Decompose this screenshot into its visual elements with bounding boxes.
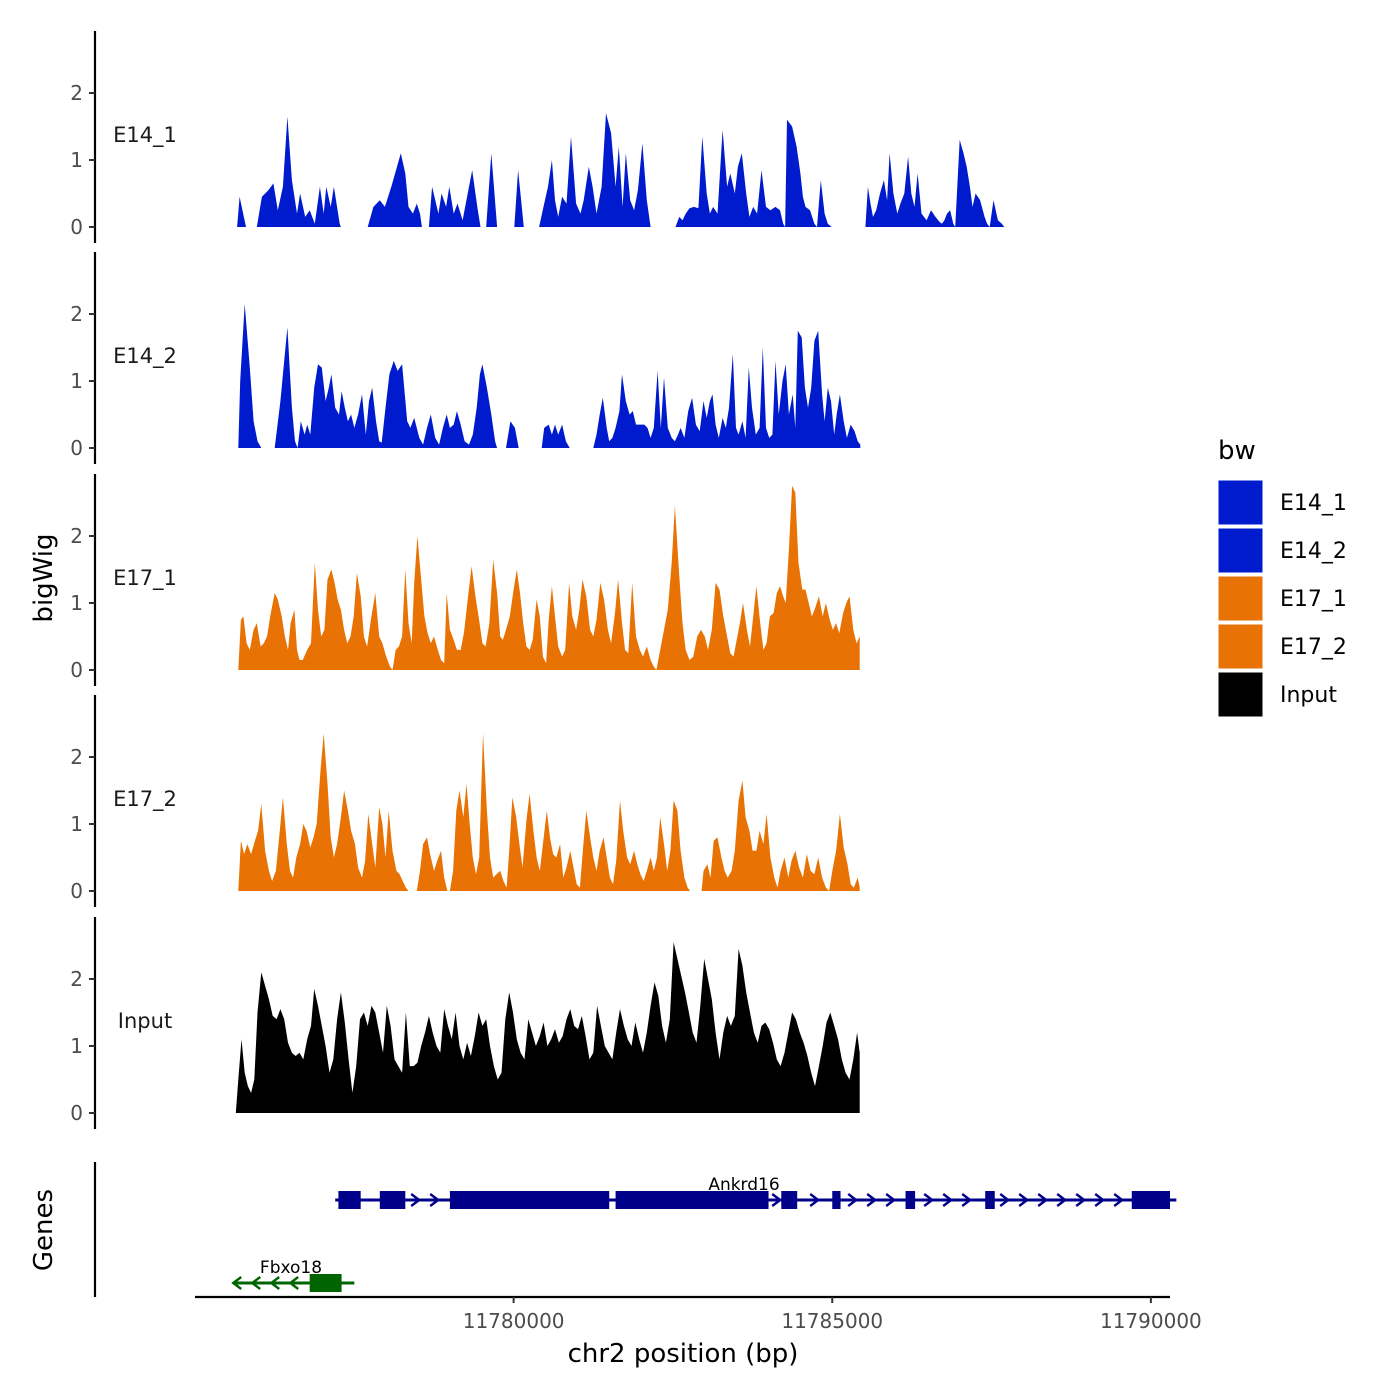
gene-label: Fbxo18 [260,1258,322,1278]
strand-arrow [847,1193,859,1207]
area-Input [235,942,860,1113]
y-tick-label: 2 [70,745,83,769]
x-axis-title: chr2 position (bp) [568,1339,799,1369]
strand-arrow [288,1276,299,1290]
y-tick-label: 2 [70,524,83,548]
legend-swatch [1217,623,1264,670]
strand-arrow [429,1193,441,1207]
track-E17_2: 0 1 2 E17_2 [70,695,860,907]
legend-item-E17_2: E17_2 [1217,623,1347,670]
y-tick-label: 2 [70,302,83,326]
legend-item-Input: Input [1217,671,1337,718]
legend-label: E17_1 [1280,587,1347,612]
exon [449,1191,610,1209]
legend-swatch [1217,479,1264,526]
gene-Ankrd16: Ankrd16 [335,1175,1177,1209]
y-tick-label: 1 [70,148,83,172]
strand-arrow [231,1276,242,1290]
legend-item-E14_1: E14_1 [1217,479,1347,526]
y-tick-label: 1 [70,591,83,615]
strand-arrow [1056,1193,1068,1207]
track-label: E14_1 [113,123,177,148]
genes-panel: Ankrd16 Fbxo18 [93,1162,1177,1297]
legend-item-E14_2: E14_2 [1217,527,1347,574]
y-tick-label: 1 [70,812,83,836]
y-tick-label: 0 [70,215,83,239]
strand-arrow [999,1193,1011,1207]
strand-arrow [771,1193,783,1207]
exon [309,1274,342,1292]
track-label: E17_2 [113,787,177,812]
exon [781,1191,798,1209]
exon [985,1191,995,1209]
y-tick-label: 1 [70,369,83,393]
track-E14_1: 0 1 2 E14_1 [70,31,1005,243]
area-E17_2 [238,733,860,891]
strand-arrow [1018,1193,1030,1207]
strand-arrow [809,1193,821,1207]
y-tick-label: 0 [70,1101,83,1125]
strand-arrow [1037,1193,1049,1207]
legend-label: E17_2 [1280,635,1347,660]
track-label: E14_2 [113,344,177,369]
exon [832,1191,841,1209]
area-E14_2 [238,304,861,448]
y-tick-label: 2 [70,81,83,105]
strand-arrow [250,1276,261,1290]
strand-arrow [269,1276,280,1290]
y-tick-label: 0 [70,436,83,460]
track-panels: 0 1 2 E14_1 0 1 2 E14_2 0 1 2 E17_1 0 1 2 E17_2 0 1 2 Input [70,31,1005,1129]
area-E17_1 [238,485,860,670]
exon [615,1191,769,1209]
strand-arrow [1075,1193,1087,1207]
track-label: Input [118,1009,172,1033]
x-tick-label: 11780000 [463,1309,565,1333]
x-axis: 11780000 11785000 11790000 [195,1295,1202,1333]
y-tick-label: 2 [70,967,83,991]
strand-arrow [1113,1193,1125,1207]
exon [1131,1191,1170,1209]
exon [338,1191,361,1209]
strand-arrow [866,1193,878,1207]
legend-label: E14_1 [1280,491,1347,516]
genes-axis-title: Genes [29,1189,59,1271]
legend-swatch [1217,671,1264,718]
legend-swatch [1217,527,1264,574]
track-E14_2: 0 1 2 E14_2 [70,252,861,464]
strand-arrow [961,1193,973,1207]
x-tick-label: 11790000 [1100,1309,1202,1333]
strand-arrow [885,1193,897,1207]
legend: bw E14_1 E14_2 E17_1 E17_2 Input [1217,436,1347,718]
exon [905,1191,916,1209]
y-tick-label: 0 [70,658,83,682]
x-tick-label: 11785000 [781,1309,883,1333]
legend-swatch [1217,575,1264,622]
strand-arrow [942,1193,954,1207]
strand-arrow [1094,1193,1106,1207]
track-Input: 0 1 2 Input [70,917,860,1129]
track-label: E17_1 [113,566,177,591]
y-tick-label: 0 [70,879,83,903]
legend-label: Input [1280,683,1337,708]
area-E14_1 [237,113,1005,227]
y-axis-title: bigWig [29,533,59,622]
track-E17_1: 0 1 2 E17_1 [70,474,860,686]
gene-Fbxo18: Fbxo18 [231,1258,355,1292]
strand-arrow [410,1193,422,1207]
gene-label: Ankrd16 [708,1175,779,1195]
legend-title: bw [1218,436,1256,466]
exon [379,1191,406,1209]
legend-item-E17_1: E17_1 [1217,575,1347,622]
strand-arrow [923,1193,935,1207]
y-tick-label: 1 [70,1034,83,1058]
legend-label: E14_2 [1280,539,1347,564]
